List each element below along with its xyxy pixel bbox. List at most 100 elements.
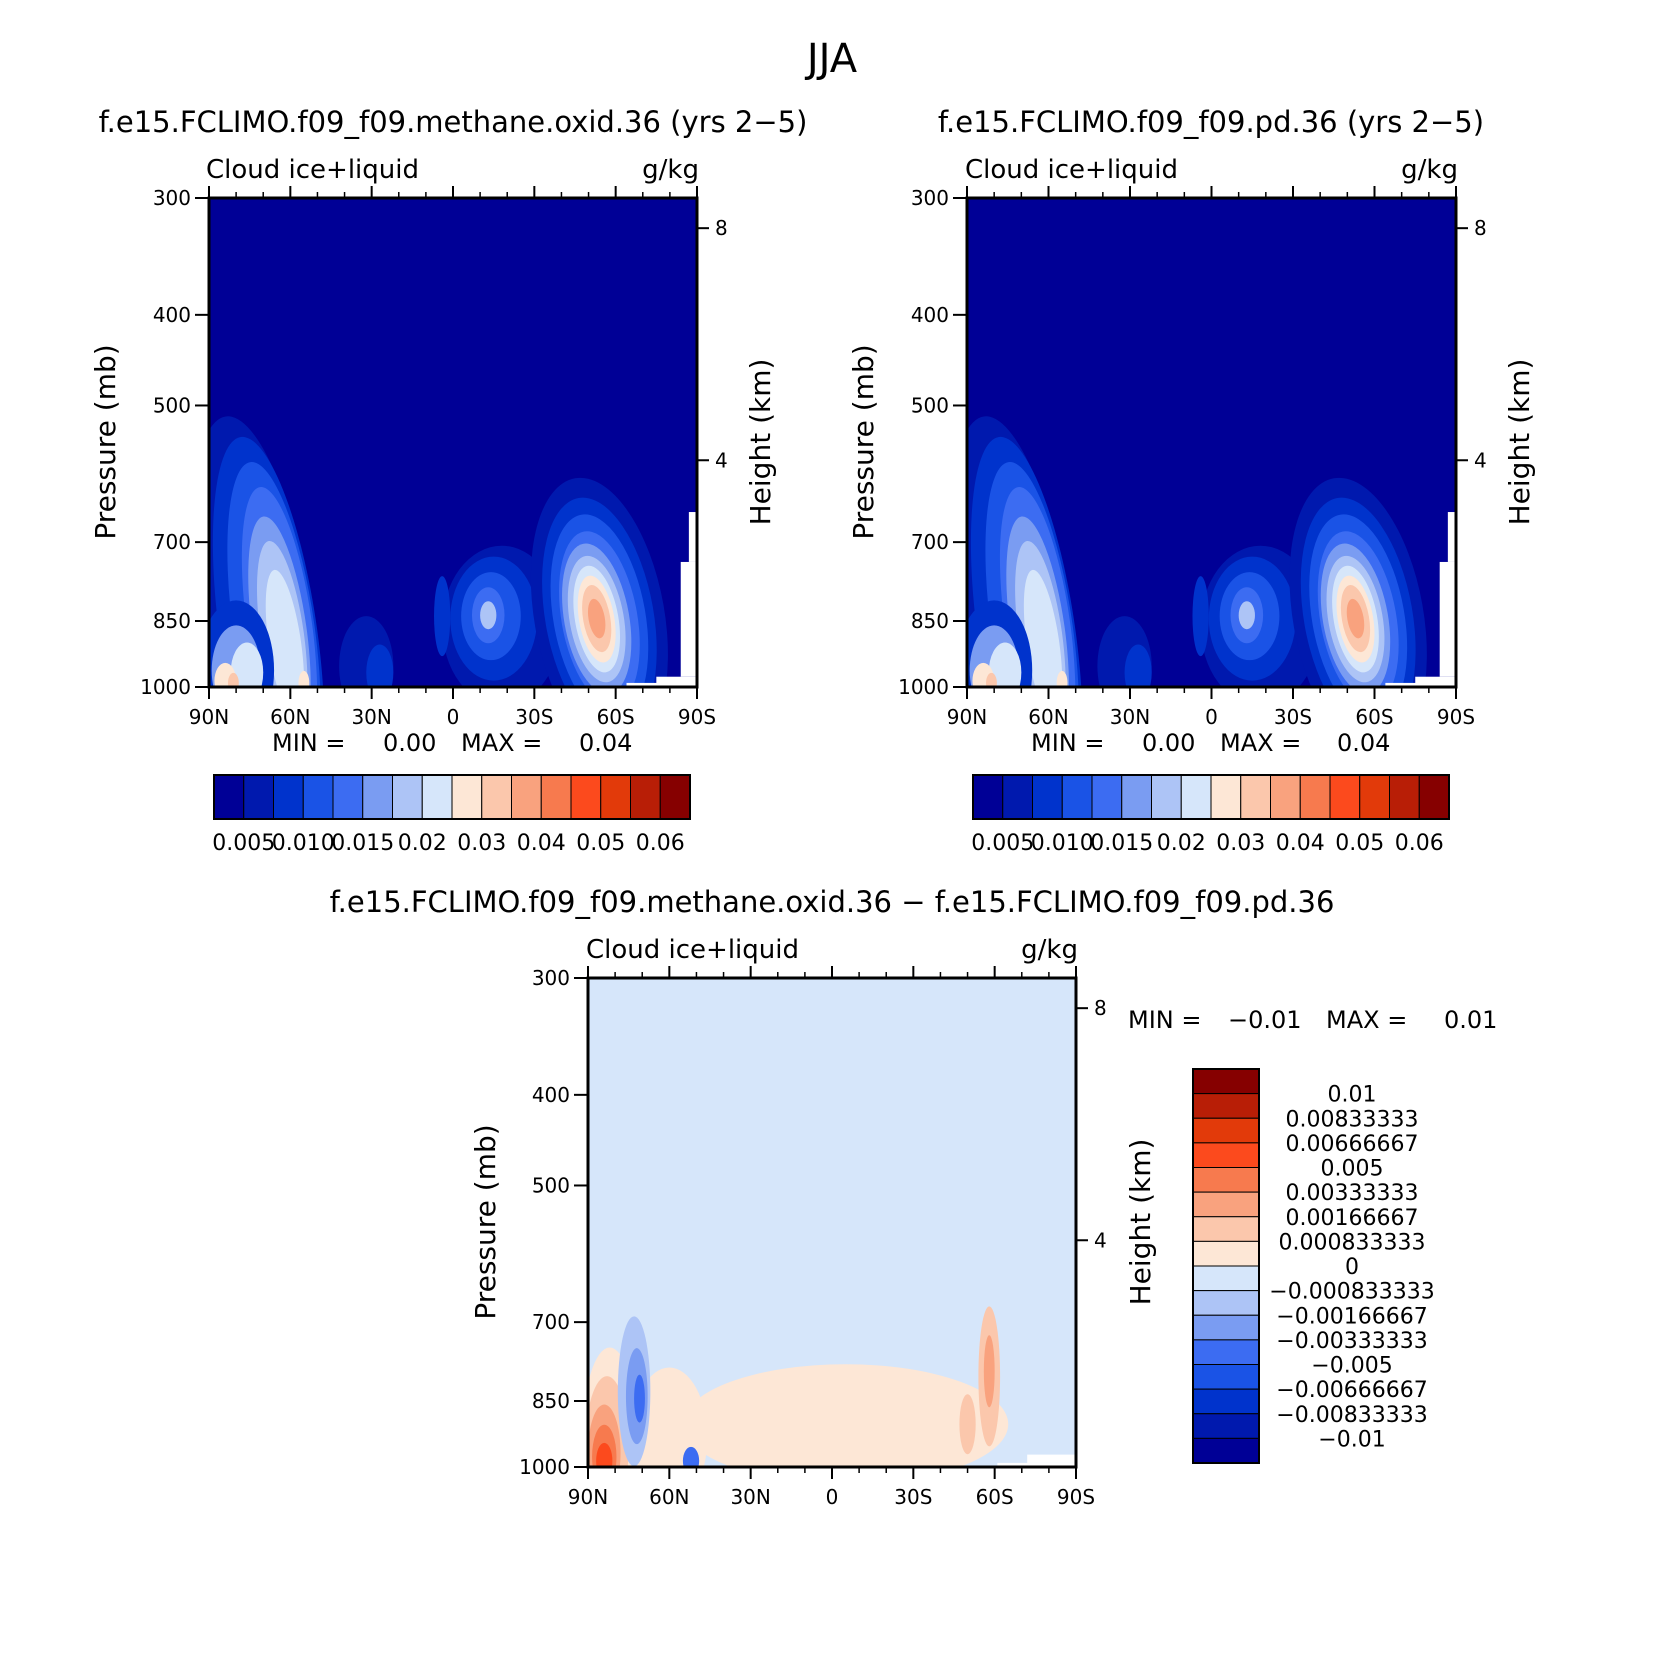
colorbar-cell — [362, 774, 393, 820]
colorbar-label: −0.00666667 — [1276, 1378, 1427, 1403]
colorbar-cell — [1091, 774, 1123, 820]
colorbar-label: 0.005 — [1321, 1157, 1384, 1182]
y-tick-label: 850 — [532, 1389, 570, 1413]
x-tick-label: 90N — [947, 705, 987, 729]
y-tick-label: 700 — [911, 530, 949, 554]
y-ticks: 300 400 500 700 850 1000 — [140, 186, 209, 699]
units-label: g/kg — [642, 155, 699, 185]
colorbar-cell — [1192, 1413, 1260, 1439]
x-tick-label: 30S — [1274, 705, 1312, 729]
colorbar-label: 0.06 — [636, 831, 685, 856]
colorbar-label: −0.005 — [1311, 1354, 1392, 1379]
x-tick-label: 0 — [447, 705, 460, 729]
colorbar-cell — [392, 774, 423, 820]
y-tick-label: 300 — [911, 186, 949, 210]
panel-pd: f.e15.FCLIMO.f09_f09.pd.36 (yrs 2−5) Clo… — [847, 105, 1536, 856]
field-contours — [209, 416, 697, 687]
missing-data — [1439, 561, 1456, 677]
colorbar-cell — [302, 774, 334, 820]
missing-data — [688, 512, 697, 562]
min-label: MIN = — [1128, 1006, 1201, 1034]
colorbar-cell — [1192, 1364, 1260, 1390]
colorbar-cell — [1192, 1388, 1260, 1415]
field — [209, 198, 697, 687]
contour-nh — [1023, 569, 1063, 687]
panel-methane-oxid: f.e15.FCLIMO.f09_f09.methane.oxid.36 (yr… — [89, 105, 807, 856]
colorbar-label: 0.015 — [331, 831, 394, 856]
colorbar-label: 0.03 — [1216, 831, 1265, 856]
x-tick-label: 0 — [826, 1485, 839, 1509]
colorbar-cell — [213, 774, 245, 820]
x-tick-label: 30N — [730, 1485, 770, 1509]
missing-data — [656, 676, 697, 687]
missing-data — [1415, 676, 1456, 687]
colorbar-cell — [972, 774, 1004, 820]
contour-nh-surface — [298, 670, 310, 687]
colorbar-cell — [1192, 1093, 1260, 1119]
colorbar-cell — [1240, 774, 1271, 820]
contour-nh-base — [988, 642, 1022, 687]
colorbar-cell — [1192, 1290, 1260, 1316]
panel-title: f.e15.FCLIMO.f09_f09.pd.36 (yrs 2−5) — [938, 105, 1484, 139]
y-tick-label: 700 — [153, 530, 191, 554]
contour-so-positive — [983, 1335, 995, 1408]
colorbar-cell — [1192, 1142, 1260, 1168]
x-tick-label: 60S — [1355, 705, 1393, 729]
colorbar-cell — [1192, 1265, 1260, 1292]
colorbar-label: 0.00333333 — [1286, 1181, 1419, 1206]
colorbar-cell — [1192, 1216, 1260, 1242]
contour-nh — [265, 569, 305, 687]
x-tick-label: 30N — [351, 705, 391, 729]
units-label: g/kg — [1401, 155, 1458, 185]
colorbar-label: 0.005 — [212, 831, 275, 856]
colorbar-cell — [451, 774, 483, 820]
x-tick-label: 90S — [678, 705, 716, 729]
contour-nh-base — [230, 642, 264, 687]
colorbar-cell — [600, 774, 631, 820]
colorbar-cell — [1418, 774, 1450, 820]
y-tick-label: 400 — [532, 1083, 570, 1107]
x-ticks: 90N 60N 30N 0 30S 60S 90S — [189, 186, 716, 729]
page-title: JJA — [804, 36, 858, 82]
y-tick-label: 500 — [153, 393, 191, 417]
colorbar-cell — [1192, 1117, 1260, 1144]
colorbar-label: 0.02 — [398, 831, 447, 856]
colorbar-cell — [511, 774, 542, 820]
contour-midlat — [366, 644, 394, 687]
x-tick-label: 60S — [597, 705, 635, 729]
max-label: MAX = — [461, 729, 542, 757]
colorbar-label: 0.00166667 — [1286, 1206, 1419, 1231]
x-ticks: 90N 60N 30N 0 30S 60S 90S — [568, 966, 1095, 1509]
max-value: 0.04 — [1337, 729, 1390, 757]
max-value: 0.01 — [1444, 1006, 1497, 1034]
colorbar-label: −0.01 — [1318, 1427, 1385, 1452]
colorbar-cell — [1151, 774, 1182, 820]
contour-tropics — [1238, 601, 1255, 630]
colorbar-label: 0.015 — [1090, 831, 1153, 856]
y-tick-label: 400 — [153, 303, 191, 327]
min-label: MIN = — [272, 729, 345, 757]
y-ticks-right: 84 — [697, 216, 728, 472]
y-tick-label: 300 — [532, 966, 570, 990]
colorbar-cell — [1192, 1167, 1260, 1193]
y-axis-label: Pressure (mb) — [469, 1124, 502, 1319]
missing-data — [1385, 682, 1456, 687]
colorbar-label: 0 — [1345, 1255, 1359, 1280]
x-tick-label: 30S — [894, 1485, 932, 1509]
colorbar-cell — [1299, 774, 1331, 820]
min-value: 0.00 — [383, 729, 436, 757]
colorbar-cell — [1032, 774, 1063, 820]
y-tick-label: 500 — [911, 393, 949, 417]
x-tick-label: 90S — [1057, 1485, 1095, 1509]
min-value: −0.01 — [1228, 1006, 1302, 1034]
y-ticks-right: 84 — [1456, 216, 1487, 472]
min-label: MIN = — [1031, 729, 1104, 757]
colorbar-cell — [1329, 774, 1361, 820]
variable-label: Cloud ice+liquid — [586, 935, 799, 965]
colorbar-cell — [1270, 774, 1301, 820]
y-ticks: 300 400 500 700 850 1000 — [519, 966, 588, 1479]
colorbar-cell — [273, 774, 304, 820]
max-label: MAX = — [1220, 729, 1301, 757]
